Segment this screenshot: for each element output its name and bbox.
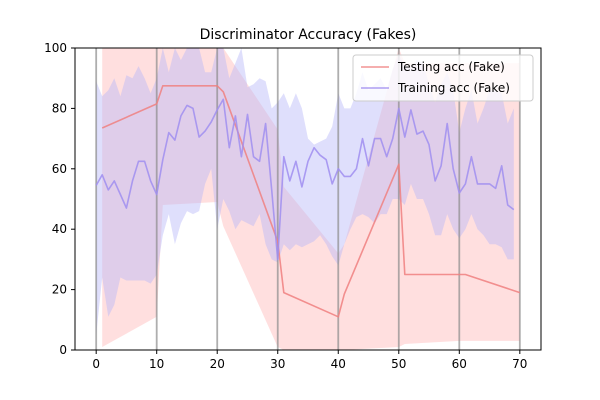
series-line-2 [95,98,515,261]
y-tick-label: 0 [59,343,67,357]
y-tick-label: 20 [52,283,67,297]
series-line-1 [101,85,521,318]
y-tick-label: 100 [44,41,67,55]
y-axis-ticks: 0 20 40 60 80 100 [44,41,75,357]
x-tick-label: 60 [452,357,467,371]
x-tick-label: 40 [331,357,346,371]
x-axis-ticks: 0 10 20 30 40 50 60 70 [92,350,527,371]
x-tick-label: 20 [210,357,225,371]
y-tick-label: 80 [52,101,67,115]
legend-box [352,54,534,102]
vertical-reference-lines [95,48,521,350]
x-tick-label: 30 [270,357,285,371]
legend-label: Testing acc (Fake) [397,60,505,74]
series-lines [95,85,521,318]
legend: Testing acc (Fake) Training acc (Fake) [352,54,534,102]
legend-label: Training acc (Fake) [397,81,510,95]
plot-frame [74,47,542,351]
x-tick-label: 50 [391,357,406,371]
x-tick-label: 10 [149,357,164,371]
y-tick-label: 40 [52,222,67,236]
x-tick-label: 70 [512,357,527,371]
y-tick-label: 60 [52,162,67,176]
x-tick-label: 0 [92,357,100,371]
chart-title: Discriminator Accuracy (Fakes) [200,27,417,43]
